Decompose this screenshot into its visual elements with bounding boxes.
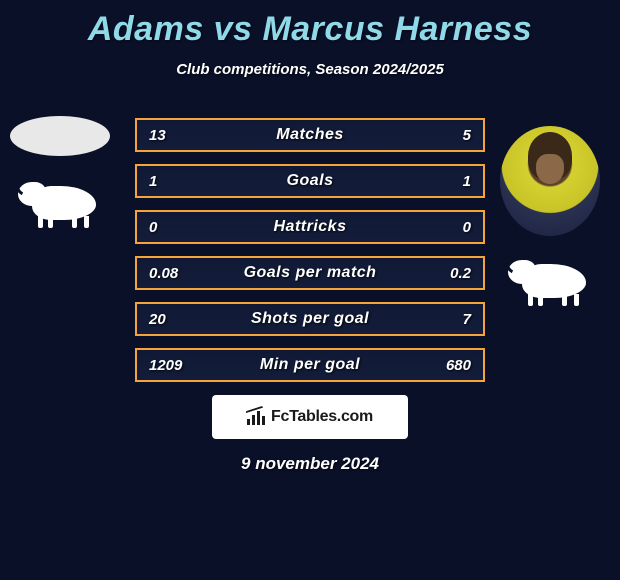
subtitle: Club competitions, Season 2024/2025 [0,61,620,78]
stat-label: Matches [137,126,483,144]
branding-badge: FcTables.com [212,395,408,439]
stat-label: Hattricks [137,218,483,236]
date-label: 9 november 2024 [0,454,620,474]
comparison-card: Adams vs Marcus Harness Club competition… [0,0,620,580]
stat-row: 20 Shots per goal 7 [135,302,485,336]
stat-row: 13 Matches 5 [135,118,485,152]
stat-label: Shots per goal [137,310,483,328]
page-title: Adams vs Marcus Harness [0,0,620,49]
chart-bars-icon [247,409,267,425]
stat-label: Min per goal [137,356,483,374]
stat-row: 0 Hattricks 0 [135,210,485,244]
stat-label: Goals [137,172,483,190]
stat-row: 0.08 Goals per match 0.2 [135,256,485,290]
stat-row: 1209 Min per goal 680 [135,348,485,382]
stat-label: Goals per match [137,264,483,282]
stat-row: 1 Goals 1 [135,164,485,198]
branding-text: FcTables.com [271,408,373,426]
stats-list: 13 Matches 5 1 Goals 1 0 Hattricks 0 0.0… [0,118,620,394]
